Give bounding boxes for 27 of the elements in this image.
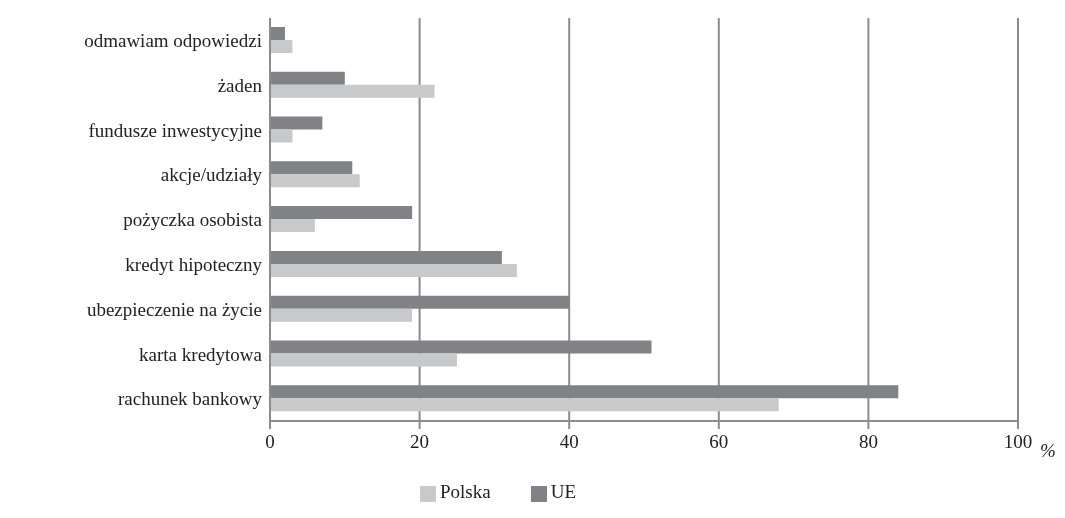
bar	[270, 263, 517, 277]
y-tick-label: kredyt hipoteczny	[125, 254, 263, 276]
bar	[270, 84, 435, 98]
bar	[270, 398, 779, 412]
x-axis-title: %	[1040, 440, 1056, 461]
legend-label: UE	[550, 481, 576, 502]
y-tick-label: rachunek bankowy	[117, 388, 263, 410]
y-tick-label: odmawiam odpowiedzi	[84, 30, 262, 52]
bar	[270, 174, 360, 188]
legend-label: Polska	[439, 481, 491, 502]
bar	[270, 353, 457, 367]
y-tick-label: pożyczka osobista	[123, 209, 263, 231]
x-tick-label: 20	[410, 431, 430, 453]
bar	[270, 40, 293, 53]
bar	[270, 129, 293, 143]
x-tick-label: 80	[858, 431, 878, 453]
y-tick-label: fundusze inwestycyjne	[88, 119, 262, 141]
bar	[270, 219, 315, 233]
bar	[270, 308, 413, 322]
x-tick-label: 60	[709, 431, 729, 453]
y-tick-label: akcje/udziały	[160, 164, 263, 186]
x-tick-label: 0	[265, 431, 275, 453]
x-tick-label: 40	[559, 431, 579, 453]
x-tick-label: 100	[1003, 431, 1033, 453]
y-tick-label: karta kredytowa	[139, 343, 263, 365]
y-tick-label: żaden	[217, 74, 263, 96]
y-tick-label: ubezpieczenie na życie	[86, 298, 262, 320]
